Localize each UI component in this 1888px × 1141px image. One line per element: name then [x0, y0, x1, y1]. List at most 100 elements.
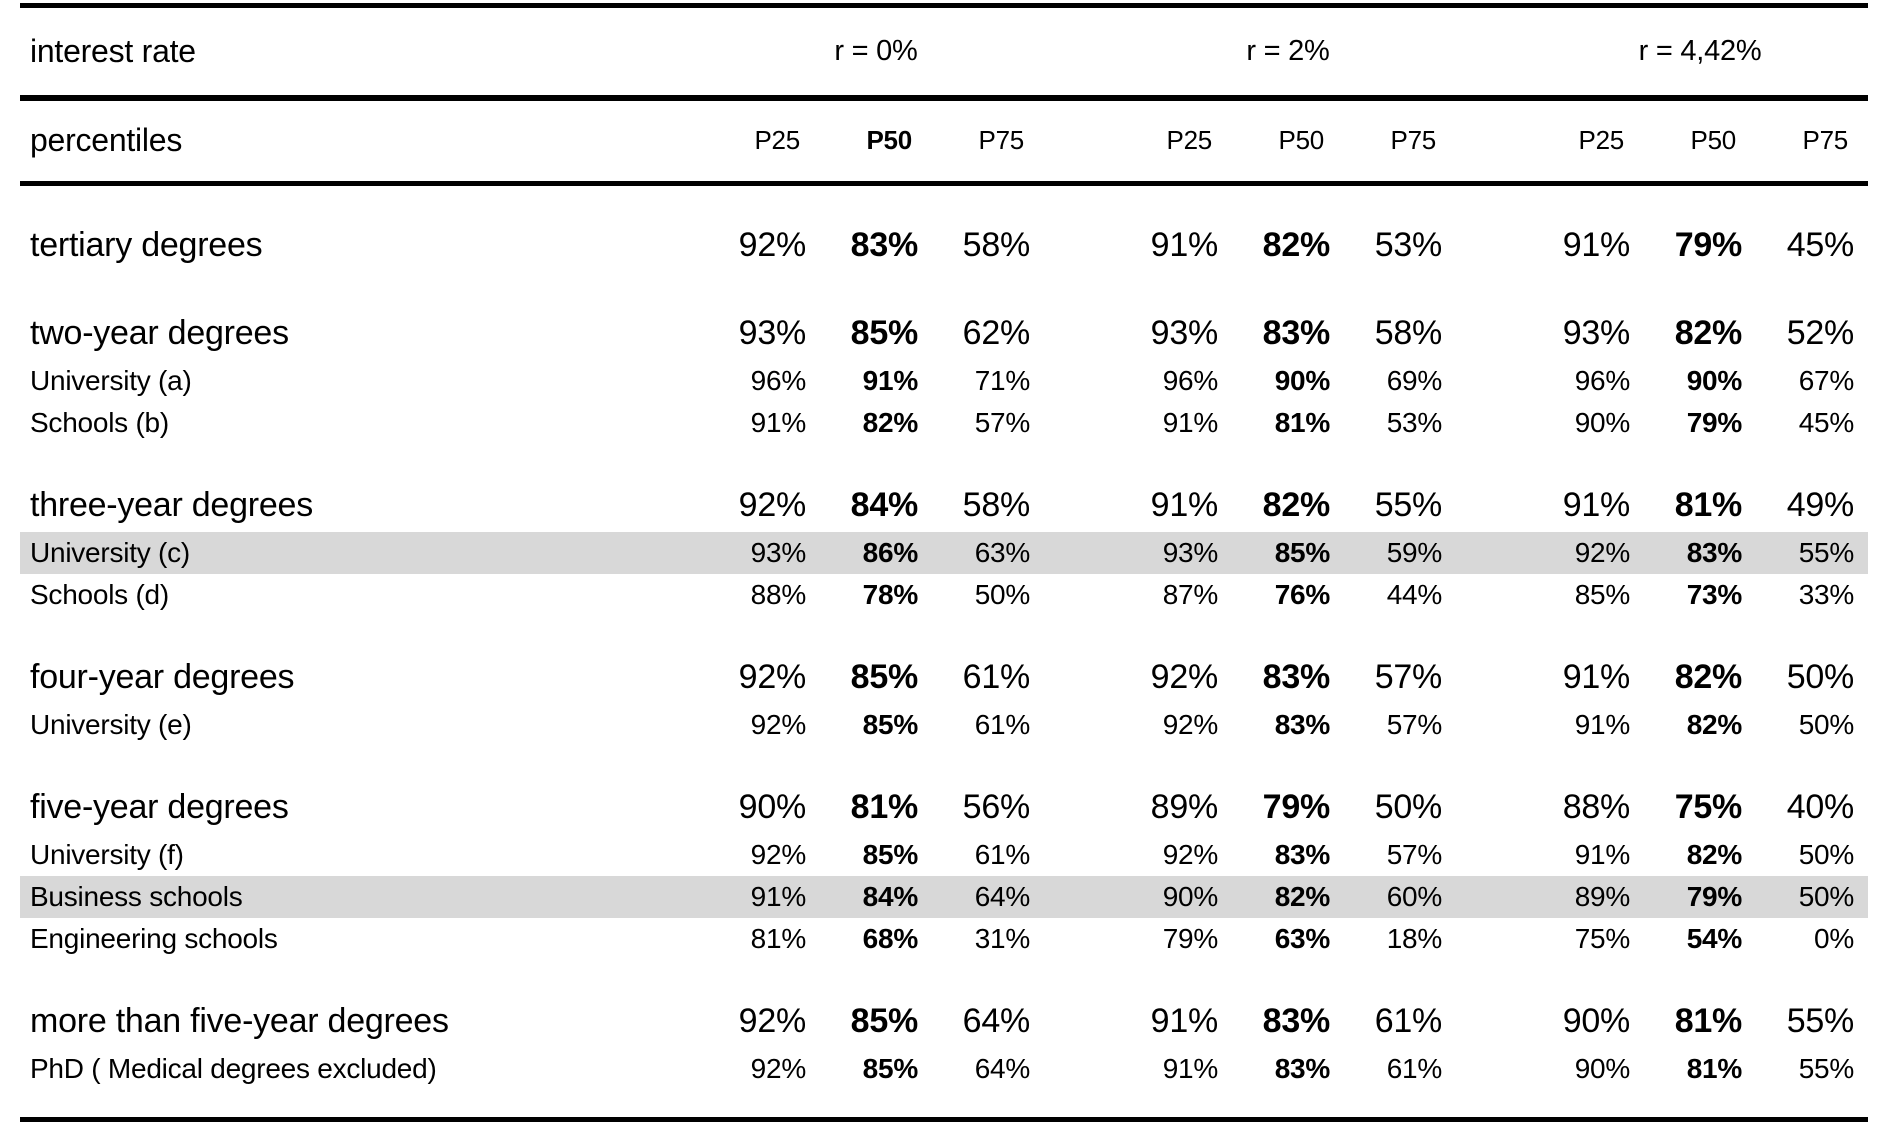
- percentile-col-header: P75: [978, 125, 1025, 156]
- table-body: tertiary degrees 92% 83% 58% 91% 82% 53% 91% 79%…: [20, 184, 1869, 1120]
- value-cell: 75%: [1574, 922, 1631, 954]
- value-cell: 84%: [850, 486, 919, 524]
- row-label: University (e): [30, 708, 192, 740]
- percentile-col-header: P50: [866, 125, 912, 156]
- column-spacer: [1456, 308, 1532, 360]
- value-cell: 83%: [1274, 708, 1331, 740]
- value-cell: 91%: [862, 364, 919, 396]
- value-cell: 64%: [974, 1052, 1031, 1084]
- value-cell: 58%: [1374, 314, 1443, 352]
- table-row: Engineering schools 81% 68% 31% 79% 63% 18% 75%…: [20, 918, 1868, 960]
- value-cell: 85%: [1574, 578, 1631, 610]
- column-spacer: [1456, 220, 1532, 272]
- percentile-col-header: P50: [1690, 125, 1737, 156]
- value-cell: 83%: [1274, 1052, 1331, 1084]
- table-row: University (c) 93% 86% 63% 93% 85% 59% 92% 83% 55…: [20, 531, 1869, 574]
- interest-rate-label: interest rate: [30, 32, 196, 69]
- value-cell: 91%: [1562, 658, 1631, 696]
- table-row: four-year degrees 92% 85% 61% 92% 83% 57% 91% 82…: [20, 652, 1868, 704]
- value-cell: 92%: [738, 1002, 807, 1040]
- value-cell: 82%: [1262, 226, 1331, 264]
- value-cell: 31%: [974, 922, 1031, 954]
- table-row: Schools (b) 91% 82% 57% 91% 81% 53% 90% 79% 45%: [20, 402, 1868, 444]
- value-cell: 90%: [738, 788, 807, 826]
- value-cell: 92%: [1150, 658, 1219, 696]
- value-cell: 81%: [1674, 486, 1743, 524]
- value-cell: 85%: [850, 1002, 919, 1040]
- value-cell: 61%: [974, 838, 1031, 870]
- value-cell: 93%: [1562, 314, 1631, 352]
- value-cell: 61%: [1386, 1052, 1443, 1084]
- value-cell: 91%: [1150, 226, 1219, 264]
- value-cell: 55%: [1786, 1002, 1855, 1040]
- row-label: Schools (b): [30, 406, 169, 438]
- value-cell: 93%: [738, 314, 807, 352]
- table-row: Business schools 91% 84% 64% 90% 82% 60% 89% 79%…: [20, 875, 1869, 918]
- table-row: Schools (d) 88% 78% 50% 87% 76% 44% 85% 73% 33%: [20, 574, 1868, 616]
- value-cell: 57%: [1374, 658, 1443, 696]
- value-cell: 57%: [1386, 708, 1443, 740]
- value-cell: 83%: [850, 226, 919, 264]
- value-cell: 59%: [1386, 536, 1443, 568]
- spacer-cell: [20, 444, 1868, 480]
- spacer-cell: [20, 1090, 1868, 1120]
- section-spacer: [20, 444, 1868, 480]
- value-cell: 53%: [1386, 406, 1443, 438]
- value-cell: 58%: [962, 486, 1031, 524]
- value-cell: 92%: [738, 658, 807, 696]
- value-cell: 93%: [750, 536, 807, 568]
- value-cell: 91%: [1162, 1052, 1219, 1084]
- value-cell: 92%: [738, 486, 807, 524]
- column-spacer: [1044, 782, 1120, 834]
- value-cell: 75%: [1674, 788, 1743, 826]
- value-cell: 79%: [1686, 406, 1743, 438]
- value-cell: 53%: [1374, 226, 1443, 264]
- value-cell: 60%: [1386, 880, 1443, 912]
- column-spacer: [1044, 98, 1120, 184]
- value-cell: 89%: [1150, 788, 1219, 826]
- value-cell: 85%: [850, 314, 919, 352]
- column-spacer: [1456, 782, 1532, 834]
- value-cell: 92%: [738, 226, 807, 264]
- value-cell: 50%: [1786, 658, 1855, 696]
- section-spacer: [20, 960, 1868, 996]
- value-cell: 73%: [1686, 578, 1743, 610]
- column-spacer: [1044, 308, 1120, 360]
- column-spacer: [1044, 6, 1120, 98]
- column-spacer: [1044, 704, 1120, 746]
- column-spacer: [1044, 996, 1120, 1048]
- row-label: four-year degrees: [30, 658, 295, 696]
- value-cell: 79%: [1262, 788, 1331, 826]
- row-label: University (f): [30, 838, 184, 870]
- value-cell: 82%: [1274, 880, 1331, 912]
- column-spacer: [1456, 360, 1532, 402]
- value-cell: 55%: [1374, 486, 1443, 524]
- percentiles-label: percentiles: [30, 122, 183, 159]
- row-label: Schools (d): [30, 578, 169, 610]
- table-row: tertiary degrees 92% 83% 58% 91% 82% 53% 91% 79%…: [20, 220, 1868, 272]
- column-spacer: [1044, 360, 1120, 402]
- value-cell: 88%: [1562, 788, 1631, 826]
- value-cell: 90%: [1686, 364, 1743, 396]
- value-cell: 85%: [862, 838, 919, 870]
- value-cell: 68%: [862, 922, 919, 954]
- value-cell: 18%: [1386, 922, 1443, 954]
- value-cell: 83%: [1262, 658, 1331, 696]
- column-spacer: [1044, 220, 1120, 272]
- percentile-col-header: P75: [1390, 125, 1437, 156]
- value-cell: 81%: [1686, 1052, 1743, 1084]
- spacer-cell: [20, 960, 1868, 996]
- column-spacer: [1044, 480, 1120, 532]
- table-row: PhD ( Medical degrees excluded) 92% 85% 64%…: [20, 1048, 1868, 1090]
- value-cell: 91%: [750, 406, 807, 438]
- rate-group-r442: r = 4,42%: [1638, 34, 1762, 67]
- section-spacer: [20, 272, 1868, 308]
- value-cell: 91%: [1562, 226, 1631, 264]
- row-label: Business schools: [30, 880, 243, 912]
- value-cell: 90%: [1162, 880, 1219, 912]
- value-cell: 92%: [750, 708, 807, 740]
- value-cell: 83%: [1274, 838, 1331, 870]
- value-cell: 56%: [962, 788, 1031, 826]
- column-spacer: [1456, 1048, 1532, 1090]
- value-cell: 96%: [1162, 364, 1219, 396]
